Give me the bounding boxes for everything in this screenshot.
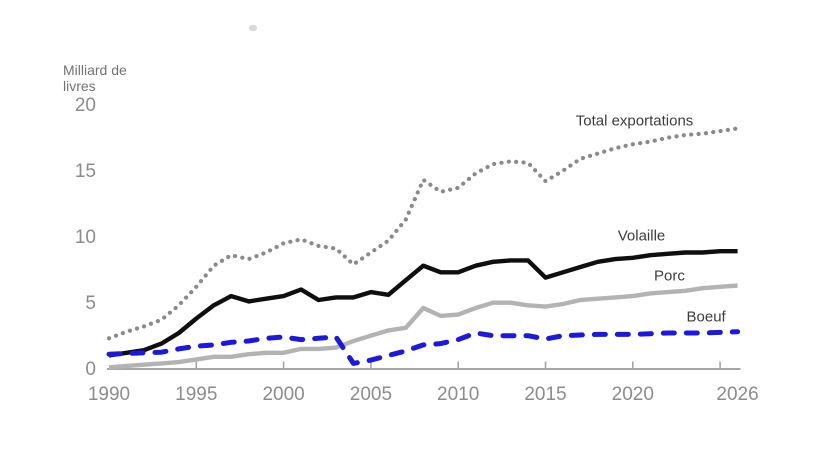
y-tick-label-10: 10 (74, 227, 96, 248)
screenshot-speck-artifact (249, 25, 257, 31)
y-tick-label-15: 15 (74, 161, 96, 182)
series-line-boeuf (106, 329, 741, 366)
y-tick-label-0: 0 (85, 359, 96, 380)
x-tick-label-2015: 2015 (524, 384, 567, 405)
series-label-boeuf: Boeuf (686, 308, 726, 326)
series-line-porc (108, 283, 738, 370)
x-tick-label-2010: 2010 (437, 384, 480, 405)
series-line-volaille (108, 248, 738, 358)
series-line-total-exportations (106, 126, 740, 341)
x-tick-label-2005: 2005 (349, 384, 393, 405)
series-label-total-exportations: Total exportations (575, 112, 694, 130)
x-tick-label-1990: 1990 (87, 384, 131, 405)
y-tick-label-20: 20 (74, 95, 96, 116)
y-axis-unit-label: Milliard de livres (63, 62, 127, 94)
y-axis-unit-line2: livres (63, 78, 96, 94)
series-label-volaille: Volaille (617, 227, 666, 245)
x-tick-label-2000: 2000 (262, 384, 305, 405)
y-axis-unit-line1: Milliard de (63, 62, 127, 78)
x-tick-label-2020: 2020 (611, 384, 654, 405)
series-label-porc: Porc (654, 267, 685, 285)
x-tick-label-1995: 1995 (175, 384, 218, 405)
x-tick-label-2026: 2026 (716, 384, 759, 405)
y-tick-label-5: 5 (85, 293, 96, 314)
